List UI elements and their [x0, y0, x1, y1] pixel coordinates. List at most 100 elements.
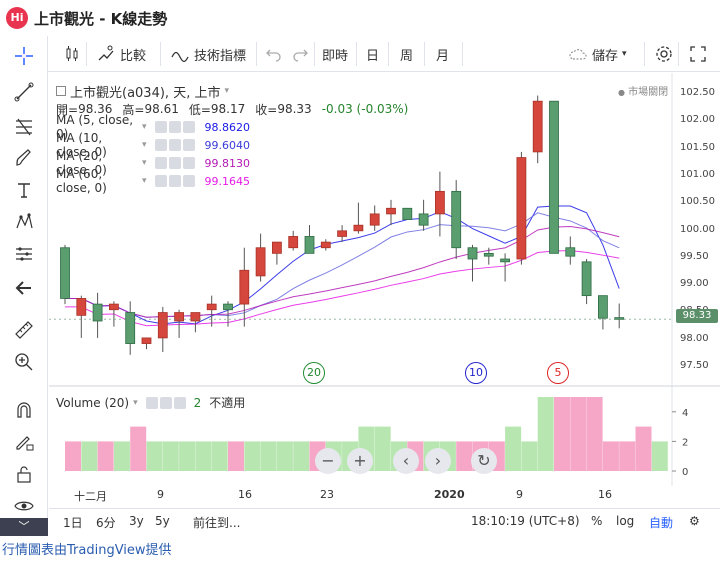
candle-body: [451, 190, 462, 249]
high-label: 高=: [122, 102, 145, 117]
goto-button[interactable]: 前往到...: [193, 516, 241, 530]
indicator-controls[interactable]: [154, 175, 195, 187]
credit-link[interactable]: 行情圖表由TradingView提供: [2, 543, 172, 558]
zoom-out-button[interactable]: −: [315, 448, 341, 474]
compare-button[interactable]: 比較: [90, 40, 152, 68]
text-icon[interactable]: [8, 176, 40, 204]
drawing-toolbar: ﹀: [0, 36, 48, 536]
symbol-label: 上市觀光(a034), 天, 上市: [70, 85, 221, 101]
indicator-controls[interactable]: [154, 121, 195, 133]
indicator-controls[interactable]: [154, 139, 195, 151]
chevron-down-icon[interactable]: ▾: [133, 397, 138, 408]
close-label: 收=: [255, 102, 278, 117]
arrow-left-icon[interactable]: [8, 274, 40, 302]
cloud-icon: [569, 49, 587, 60]
log-toggle[interactable]: log: [616, 514, 635, 528]
volume-bar: [130, 426, 147, 471]
reset-icon[interactable]: ↻: [471, 448, 497, 474]
time-tick: 23: [320, 488, 334, 501]
magnet-icon[interactable]: [8, 396, 40, 424]
realtime-button[interactable]: 即時: [322, 48, 349, 64]
chevron-down-icon[interactable]: ▾: [142, 176, 147, 186]
settings-button[interactable]: [648, 40, 680, 68]
volume-tick: 2: [682, 437, 688, 448]
candle-style-button[interactable]: [56, 40, 88, 68]
fullscreen-button[interactable]: [682, 40, 714, 68]
volume-bar: [195, 441, 212, 471]
candle-body: [549, 100, 559, 254]
gear-icon[interactable]: ⚙: [689, 514, 700, 528]
chevron-down-icon[interactable]: ﹀: [0, 518, 48, 536]
brush-icon[interactable]: [8, 144, 40, 172]
event-marker[interactable]: 5: [547, 362, 569, 384]
indicators-button[interactable]: 技術指標: [164, 40, 252, 68]
crosshair-icon[interactable]: [8, 42, 40, 70]
change-value: -0.03 (-0.03%): [321, 102, 409, 116]
save-button[interactable]: 儲存 ▾: [562, 40, 633, 68]
event-marker[interactable]: 10: [465, 362, 487, 384]
price-tick: 98.00: [680, 332, 709, 344]
clock-display[interactable]: 18:10:19 (UTC+8): [471, 514, 580, 528]
candle-body: [434, 190, 445, 215]
prediction-icon[interactable]: [8, 240, 40, 268]
price-tick: 97.50: [680, 360, 709, 371]
zoom-in-button[interactable]: +: [347, 448, 373, 474]
eye-icon[interactable]: [8, 492, 40, 520]
bottom-toolbar: 1日 6分 3y 5y 前往到... 18:10:19 (UTC+8) % lo…: [49, 508, 720, 536]
ma-line: [65, 225, 620, 318]
market-status: ● 市場關閉: [618, 87, 669, 98]
legend-collapse-icon[interactable]: [56, 86, 66, 96]
scroll-left-button[interactable]: ‹: [393, 448, 419, 474]
range-1d[interactable]: 1日: [63, 516, 83, 530]
event-marker[interactable]: 20: [303, 362, 325, 384]
ma-line: [65, 250, 620, 327]
ma-legend-row: MA (60, close, 0) ▾ 99.1645: [56, 167, 408, 195]
chevron-down-icon[interactable]: ▾: [142, 140, 147, 150]
scroll-right-button[interactable]: ›: [425, 448, 451, 474]
candle-body: [174, 312, 184, 322]
price-tick: 99.00: [680, 278, 709, 290]
month-button[interactable]: 月: [436, 48, 450, 64]
candle-body: [483, 252, 494, 257]
open-label: 開=: [56, 102, 79, 117]
candle-body: [206, 303, 217, 311]
ma-value: 99.6040: [204, 138, 251, 152]
volume-bar: [276, 441, 293, 471]
indicator-controls[interactable]: [145, 396, 186, 409]
range-6m[interactable]: 6分: [96, 516, 116, 530]
indicator-controls[interactable]: [154, 157, 195, 169]
zoom-in-icon[interactable]: [8, 348, 40, 376]
redo-button[interactable]: [284, 40, 316, 68]
ruler-icon[interactable]: [8, 316, 40, 344]
percent-toggle[interactable]: %: [591, 514, 603, 528]
fib-tool-icon[interactable]: [8, 112, 40, 140]
ma-value: 99.8130: [204, 156, 251, 170]
indicators-label: 技術指標: [194, 48, 247, 64]
candle-body: [157, 312, 168, 339]
candle-body: [255, 247, 266, 277]
range-5y[interactable]: 5y: [155, 514, 170, 528]
chevron-down-icon[interactable]: ▾: [142, 122, 147, 132]
undo-button[interactable]: [258, 40, 290, 68]
chevron-down-icon[interactable]: ▾: [142, 158, 147, 168]
save-label: 儲存: [592, 48, 619, 64]
price-tick: 100.00: [680, 223, 715, 235]
candle-body: [500, 258, 511, 263]
chevron-down-icon[interactable]: ▾: [224, 86, 229, 96]
time-axis[interactable]: 十二月 9 16 23 2020 9 16: [49, 486, 673, 504]
trend-line-icon[interactable]: [8, 78, 40, 106]
volume-bar: [162, 441, 179, 471]
candle-body: [304, 236, 315, 254]
pencil-lock-icon[interactable]: [8, 428, 40, 456]
candle-body: [337, 230, 348, 237]
auto-toggle[interactable]: 自動: [649, 516, 674, 530]
pattern-icon[interactable]: [8, 208, 40, 236]
ma-value: 98.8620: [204, 120, 251, 134]
range-3y[interactable]: 3y: [129, 514, 144, 528]
day-button[interactable]: 日: [366, 48, 380, 64]
lock-icon[interactable]: [8, 460, 40, 488]
market-status-label: 市場關閉: [628, 87, 669, 98]
week-button[interactable]: 周: [400, 48, 414, 64]
candle-body: [239, 269, 250, 305]
candle-body: [190, 312, 201, 322]
